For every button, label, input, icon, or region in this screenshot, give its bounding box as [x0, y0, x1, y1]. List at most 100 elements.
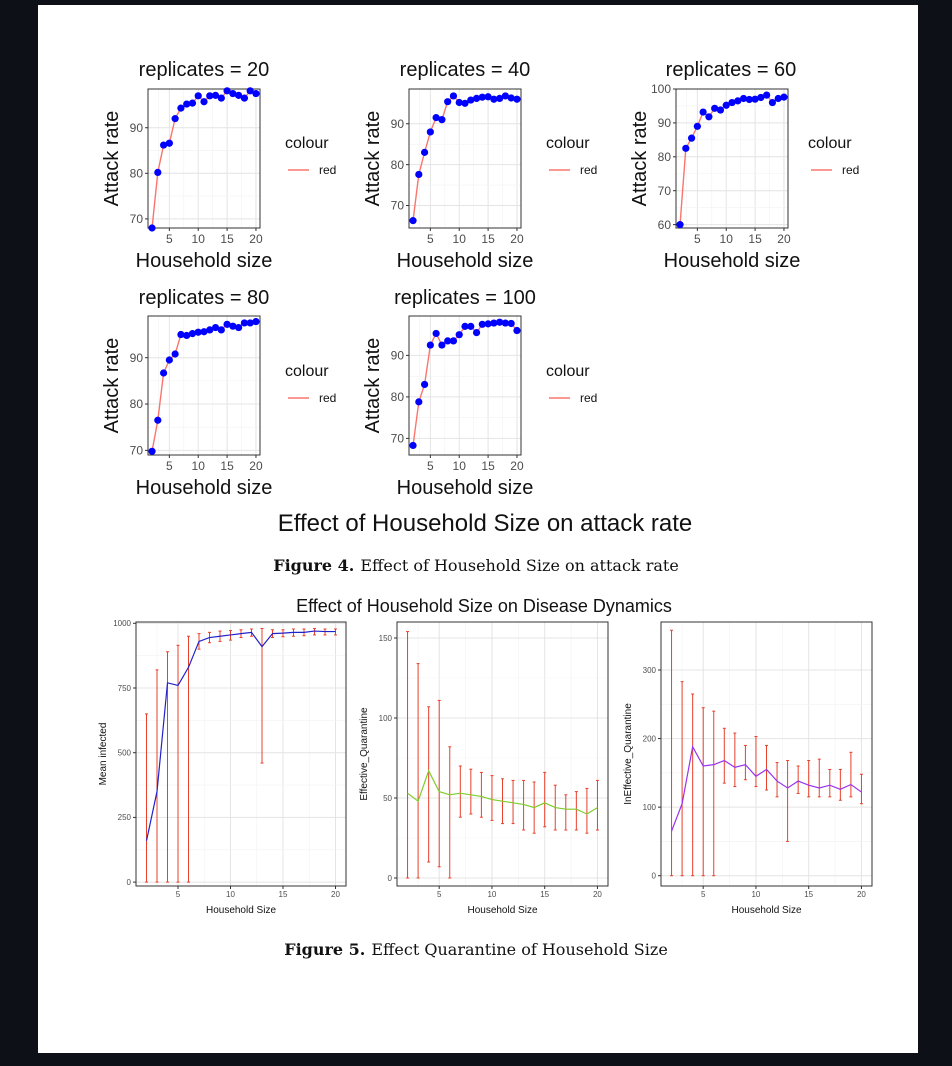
panel-8-y-axis-label: InEffective_Quarantine	[623, 703, 634, 805]
panel-8-x-tick-label: 10	[751, 890, 760, 899]
panel-1-x-tick-label: 20	[249, 232, 263, 246]
panel-2-data-point	[415, 170, 423, 179]
panel-4-data-point	[188, 330, 197, 338]
panel-1-legend-title: colour	[285, 135, 329, 152]
panel-8-y-tick-label: 100	[643, 803, 657, 812]
panel-8-panel-border	[660, 621, 873, 887]
panel-3-data-point	[739, 94, 748, 103]
panel-1-data-point	[148, 224, 156, 232]
panel-6-y-tick-label: 1000	[113, 619, 131, 628]
panel-7-plot-area	[397, 622, 608, 886]
panel-3-data-point	[751, 95, 759, 103]
panel-6-y-tick-label: 750	[118, 684, 132, 693]
panel-4-data-point	[217, 326, 225, 334]
figure5-caption-text: Effect Quarantine of Household Size	[371, 940, 668, 959]
panel-2-data-point	[432, 114, 440, 122]
panel-4-y-tick-label: 90	[130, 351, 144, 365]
panel-3-panel-border	[675, 88, 789, 229]
panel-1-x-axis-label: Household size	[136, 250, 273, 272]
panel-4-y-axis-label: Attack rate	[101, 338, 123, 434]
panel-6-x-tick-label: 15	[279, 890, 288, 899]
panel-3-x-axis-label: Household size	[664, 250, 801, 272]
panel-4-x-tick-label: 10	[192, 459, 206, 473]
panel-8-x-tick-label: 5	[701, 890, 706, 899]
panel-8-y-tick-label: 300	[643, 666, 657, 675]
panel-1-y-tick-label: 80	[130, 167, 144, 181]
panel-5-panel-border	[408, 315, 522, 456]
panel-4-plot-area	[148, 316, 260, 455]
panel-3-legend-label: red	[842, 163, 859, 177]
panel-3-data-point	[774, 94, 782, 103]
panel-3-legend-title: colour	[808, 135, 852, 152]
panel-3-y-tick-label: 70	[658, 184, 672, 198]
panel-1-panel-border	[147, 88, 261, 229]
panel-5-data-point	[496, 318, 504, 326]
panel-3-data-point	[705, 113, 713, 121]
panel-8-series-line	[670, 745, 862, 832]
panel-3-x-tick-label: 5	[694, 232, 701, 246]
panel-1-data-point	[188, 99, 197, 107]
panel-4-data-point	[154, 416, 162, 424]
panel-7-series-line	[407, 769, 598, 815]
panel-2-plot-area	[409, 89, 521, 228]
panel-5-x-axis-label: Household size	[397, 477, 534, 499]
panel-3-data-point	[711, 104, 719, 112]
panel-5-data-point	[426, 341, 434, 349]
panel-5-x-tick-label: 10	[453, 459, 467, 473]
panel-3-x-tick-label: 20	[777, 232, 791, 246]
panel-5-y-tick-label: 80	[391, 390, 405, 404]
panel-4-data-point	[206, 326, 214, 334]
panel-5-data-point	[478, 320, 486, 328]
panel-5-y-axis-label: Attack rate	[362, 338, 384, 434]
panel-4: 5 10 15 20 70 80 90 Household size Attack rate re…	[101, 287, 336, 499]
panel-1-data-point	[154, 168, 162, 176]
panel-3-data-point	[763, 91, 771, 99]
panel-1-data-point	[165, 139, 173, 147]
panel-2-data-point	[507, 94, 515, 102]
panel-2-data-point	[490, 95, 498, 103]
figure4-main-title: Effect of Household Size on attack rate	[278, 510, 692, 537]
panel-4-y-tick-label: 70	[130, 444, 144, 458]
panel-2-data-point	[513, 95, 521, 103]
panel-3-plot-area	[676, 89, 788, 228]
panel-4-data-point	[211, 323, 220, 332]
panel-5-data-point	[513, 326, 521, 335]
panel-5-data-point	[501, 319, 510, 327]
panel-4-data-point	[223, 320, 231, 328]
panel-3-data-point	[682, 144, 690, 152]
panel-4-x-tick-label: 20	[249, 459, 263, 473]
panel-2-data-point	[438, 116, 446, 124]
panel-4-y-tick-label: 80	[130, 397, 144, 411]
panel-5: 5 10 15 20 70 80 90 Household size Attack rate re…	[362, 287, 597, 499]
panel-3-y-tick-label: 90	[658, 116, 672, 130]
panel-3-title: replicates = 60	[666, 59, 797, 81]
panel-7-y-tick-label: 50	[383, 794, 392, 803]
panel-8-x-axis-label: Household Size	[731, 905, 801, 916]
panel-1-data-point	[171, 115, 179, 123]
panel-2-y-tick-label: 70	[391, 199, 405, 213]
panel-4-data-point	[177, 330, 185, 339]
panel-2-data-point	[461, 99, 469, 107]
panel-2-y-tick-label: 90	[391, 117, 405, 131]
panel-1-legend-label: red	[319, 163, 336, 177]
figure4-caption-label: Figure 4.	[273, 556, 355, 575]
panel-2-data-point	[449, 92, 458, 100]
panel-2-title: replicates = 40	[400, 59, 531, 81]
panel-1-x-tick-label: 15	[220, 232, 234, 246]
panel-4-data-point	[148, 447, 156, 455]
panel-5-y-tick-label: 70	[391, 432, 405, 446]
panel-7-x-axis-label: Household Size	[467, 905, 537, 916]
panel-4-data-point	[159, 369, 168, 377]
panel-7-x-tick-label: 15	[540, 890, 549, 899]
panel-5-x-tick-label: 5	[427, 459, 434, 473]
panel-1-data-point	[177, 104, 185, 112]
panel-5-data-point	[438, 341, 446, 349]
panel-1-y-axis-label: Attack rate	[101, 111, 123, 207]
panel-8-x-tick-label: 20	[857, 890, 866, 899]
panel-5-data-point	[415, 398, 423, 406]
panel-6-x-tick-label: 5	[176, 890, 181, 899]
panel-4-data-point	[171, 350, 179, 358]
panel-3-data-point	[687, 134, 696, 142]
panel-2-panel-border	[408, 88, 522, 229]
